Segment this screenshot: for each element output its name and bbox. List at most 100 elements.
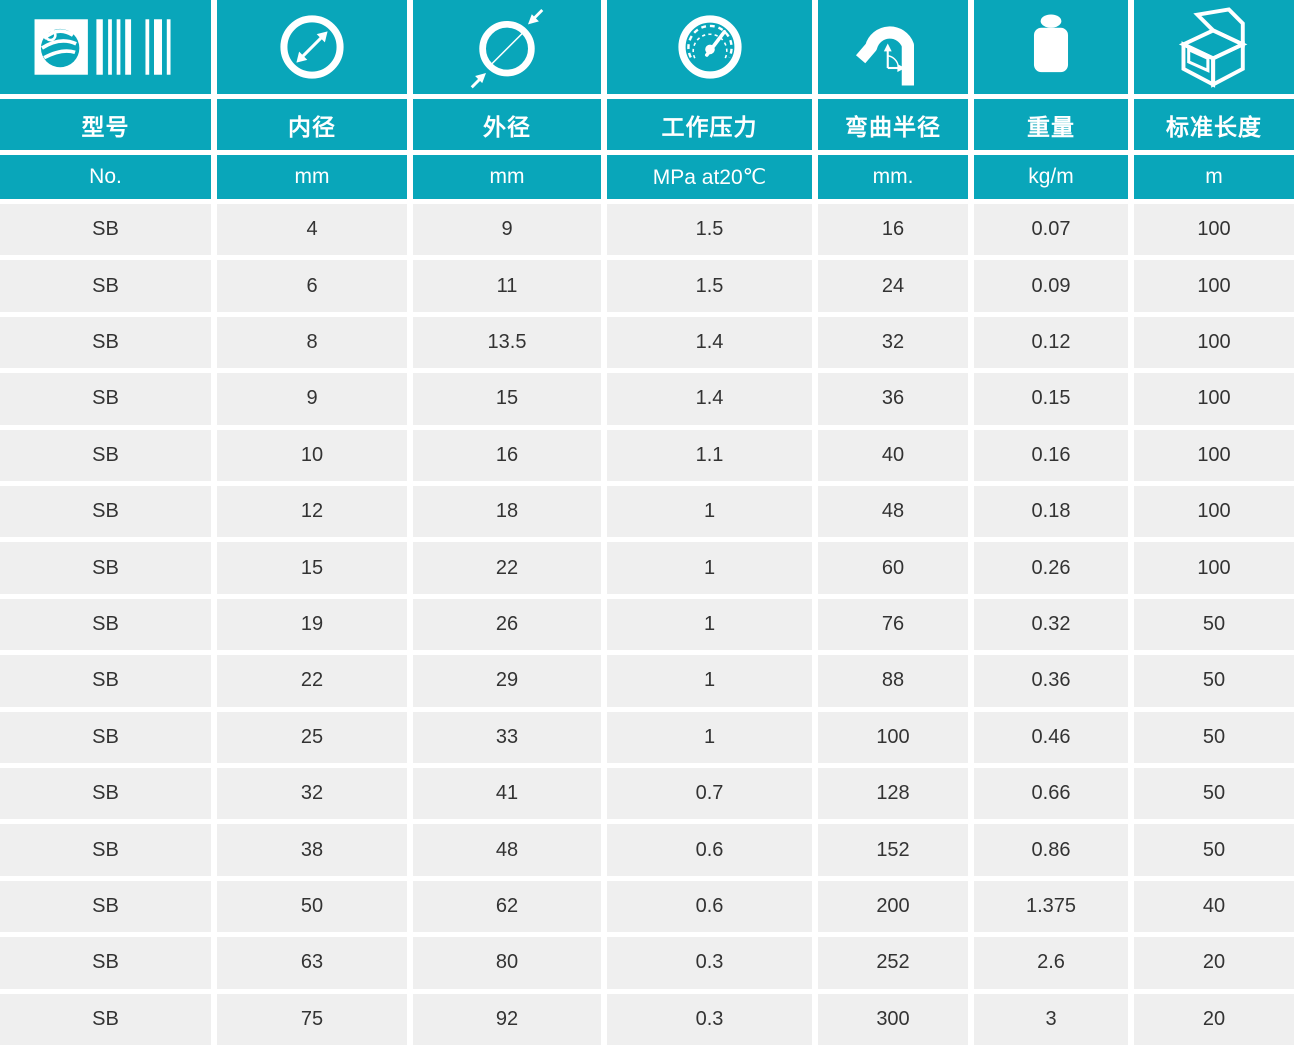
header-icon-cell-working-pressure bbox=[607, 0, 812, 94]
table-cell-model-row1: SB bbox=[0, 204, 211, 256]
table-cell-standard-length-row3: 100 bbox=[1134, 316, 1294, 369]
table-cell-inner-diameter-row15: 75 bbox=[217, 993, 407, 1045]
column-unit-model: No. bbox=[0, 155, 211, 199]
table-cell-outer-diameter-row9: 29 bbox=[413, 655, 601, 707]
table-cell-working-pressure-row6: 1 bbox=[607, 486, 812, 538]
table-cell-inner-diameter-row11: 32 bbox=[217, 768, 407, 820]
table-cell-standard-length-row15: 20 bbox=[1134, 993, 1294, 1045]
table-cell-model-row15: SB bbox=[0, 993, 211, 1045]
table-cell-weight-row9: 0.36 bbox=[974, 655, 1128, 707]
table-cell-model-row9: SB bbox=[0, 655, 211, 707]
table-cell-model-row2: SB bbox=[0, 260, 211, 312]
table-cell-model-row5: SB bbox=[0, 429, 211, 481]
table-cell-inner-diameter-row10: 25 bbox=[217, 711, 407, 763]
table-cell-model-row6: SB bbox=[0, 486, 211, 538]
pressure-gauge-icon bbox=[677, 15, 742, 79]
column-title-inner-diameter: 内径 bbox=[217, 99, 407, 150]
column-unit-label: mm bbox=[489, 165, 525, 188]
table-cell-weight-row15: 3 bbox=[974, 993, 1128, 1045]
table-cell-standard-length-row12: 50 bbox=[1134, 824, 1294, 876]
table-cell-outer-diameter-row13: 62 bbox=[413, 880, 601, 933]
column-unit-weight: kg/m bbox=[974, 155, 1128, 199]
table-cell-standard-length-row1: 100 bbox=[1134, 204, 1294, 256]
table-cell-outer-diameter-row4: 15 bbox=[413, 373, 601, 425]
table-cell-outer-diameter-row12: 48 bbox=[413, 824, 601, 876]
table-cell-weight-row10: 0.46 bbox=[974, 711, 1128, 763]
table-cell-bend-radius-row14: 252 bbox=[818, 937, 968, 989]
table-cell-standard-length-row8: 50 bbox=[1134, 598, 1294, 651]
column-title-label: 型号 bbox=[81, 113, 130, 140]
column-title-label: 弯曲半径 bbox=[845, 113, 941, 140]
outer-diameter-icon bbox=[470, 9, 544, 89]
table-cell-bend-radius-row6: 48 bbox=[818, 486, 968, 538]
table-cell-working-pressure-row9: 1 bbox=[607, 655, 812, 707]
table-cell-model-row12: SB bbox=[0, 824, 211, 876]
table-cell-standard-length-row14: 20 bbox=[1134, 937, 1294, 989]
table-cell-bend-radius-row2: 24 bbox=[818, 260, 968, 312]
column-unit-outer-diameter: mm bbox=[413, 155, 601, 199]
column-unit-working-pressure: MPa at20℃ bbox=[607, 155, 812, 199]
table-cell-bend-radius-row4: 36 bbox=[818, 373, 968, 425]
table-cell-inner-diameter-row1: 4 bbox=[217, 204, 407, 256]
table-cell-weight-row1: 0.07 bbox=[974, 204, 1128, 256]
column-title-bend-radius: 弯曲半径 bbox=[818, 99, 968, 150]
table-cell-working-pressure-row4: 1.4 bbox=[607, 373, 812, 425]
table-cell-weight-row13: 1.375 bbox=[974, 880, 1128, 933]
table-cell-model-row14: SB bbox=[0, 937, 211, 989]
table-cell-model-row4: SB bbox=[0, 373, 211, 425]
table-cell-outer-diameter-row11: 41 bbox=[413, 768, 601, 820]
table-cell-weight-row8: 0.32 bbox=[974, 598, 1128, 651]
column-unit-label: MPa at20℃ bbox=[652, 165, 767, 189]
table-cell-model-row13: SB bbox=[0, 880, 211, 933]
column-title-working-pressure: 工作压力 bbox=[607, 99, 812, 150]
header-icon-cell-model bbox=[0, 0, 211, 94]
column-unit-label: kg/m bbox=[1028, 165, 1074, 188]
table-cell-outer-diameter-row5: 16 bbox=[413, 429, 601, 481]
table-cell-weight-row2: 0.09 bbox=[974, 260, 1128, 312]
table-cell-inner-diameter-row8: 19 bbox=[217, 598, 407, 651]
column-title-model: 型号 bbox=[0, 99, 211, 150]
table-cell-weight-row7: 0.26 bbox=[974, 542, 1128, 594]
table-cell-standard-length-row10: 50 bbox=[1134, 711, 1294, 763]
table-cell-inner-diameter-row12: 38 bbox=[217, 824, 407, 876]
table-cell-inner-diameter-row6: 12 bbox=[217, 486, 407, 538]
table-cell-working-pressure-row15: 0.3 bbox=[607, 993, 812, 1045]
table-cell-outer-diameter-row15: 92 bbox=[413, 993, 601, 1045]
table-cell-bend-radius-row7: 60 bbox=[818, 542, 968, 594]
header-icon-cell-bend-radius bbox=[818, 0, 968, 94]
table-cell-inner-diameter-row9: 22 bbox=[217, 655, 407, 707]
column-title-label: 外径 bbox=[483, 113, 531, 140]
column-title-label: 工作压力 bbox=[661, 113, 758, 140]
table-cell-model-row8: SB bbox=[0, 598, 211, 651]
column-title-label: 内径 bbox=[288, 113, 336, 140]
table-cell-working-pressure-row2: 1.5 bbox=[607, 260, 812, 312]
table-cell-standard-length-row9: 50 bbox=[1134, 655, 1294, 707]
table-cell-bend-radius-row15: 300 bbox=[818, 993, 968, 1045]
column-unit-bend-radius: mm. bbox=[818, 155, 968, 199]
table-cell-inner-diameter-row5: 10 bbox=[217, 429, 407, 481]
table-cell-working-pressure-row14: 0.3 bbox=[607, 937, 812, 989]
column-unit-label: m bbox=[1205, 165, 1223, 188]
table-cell-working-pressure-row12: 0.6 bbox=[607, 824, 812, 876]
table-cell-model-row3: SB bbox=[0, 316, 211, 369]
bend-radius-icon bbox=[855, 26, 914, 86]
table-cell-standard-length-row4: 100 bbox=[1134, 373, 1294, 425]
table-cell-bend-radius-row13: 200 bbox=[818, 880, 968, 933]
table-cell-weight-row3: 0.12 bbox=[974, 316, 1128, 369]
table-cell-standard-length-row2: 100 bbox=[1134, 260, 1294, 312]
column-title-label: 重量 bbox=[1027, 113, 1075, 140]
carton-box-icon bbox=[1178, 7, 1248, 88]
table-cell-inner-diameter-row3: 8 bbox=[217, 316, 407, 369]
table-cell-working-pressure-row8: 1 bbox=[607, 598, 812, 651]
table-cell-bend-radius-row11: 128 bbox=[818, 768, 968, 820]
table-cell-outer-diameter-row10: 33 bbox=[413, 711, 601, 763]
table-cell-bend-radius-row9: 88 bbox=[818, 655, 968, 707]
column-unit-label: mm. bbox=[872, 165, 914, 188]
header-icon-cell-outer-diameter bbox=[413, 0, 601, 94]
table-cell-model-row7: SB bbox=[0, 542, 211, 594]
table-cell-outer-diameter-row2: 11 bbox=[413, 260, 601, 312]
table-cell-standard-length-row7: 100 bbox=[1134, 542, 1294, 594]
column-title-outer-diameter: 外径 bbox=[413, 99, 601, 150]
table-cell-working-pressure-row3: 1.4 bbox=[607, 316, 812, 369]
